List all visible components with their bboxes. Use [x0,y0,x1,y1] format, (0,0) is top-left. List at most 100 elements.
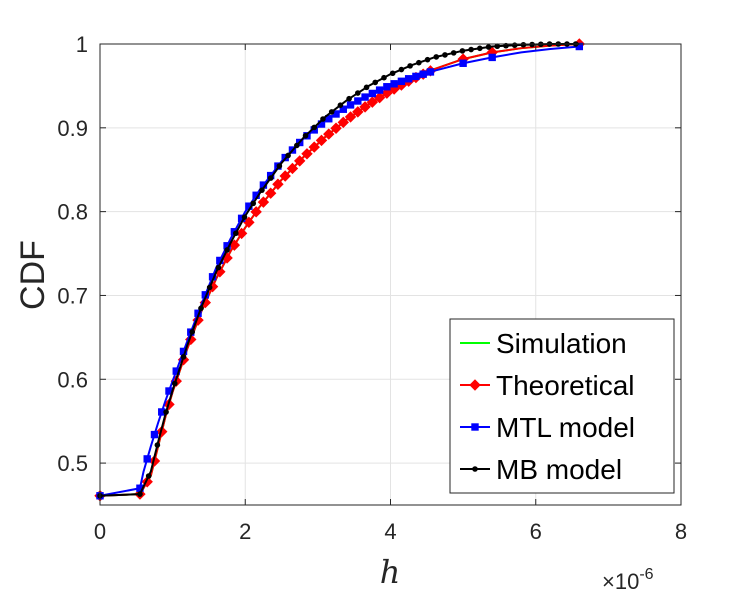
x-exponent-label: ×10-6 [602,566,654,594]
y-tick-label: 1 [76,32,88,57]
legend-marker-mb-model [472,466,478,472]
legend-item-theoretical: Theoretical [460,370,635,401]
y-tick-label: 0.5 [57,451,88,476]
grid [100,44,681,505]
point-mtl-model [390,80,398,88]
point-mb-model [250,200,257,207]
point-mtl-model [412,72,420,81]
y-tick-label: 0.7 [57,283,88,308]
point-mb-model [328,109,335,115]
x-tick-label: 8 [675,519,687,544]
point-mb-model [145,473,152,479]
point-mb-model [355,90,361,96]
point-mb-model [477,45,483,52]
point-mb-model [311,124,318,131]
point-mtl-model [368,89,377,98]
point-mb-model [137,491,143,497]
point-mb-model [407,63,413,69]
legend-label-mb-model: MB model [496,454,622,485]
x-tick-label: 0 [94,519,106,544]
legend-item-mb-model: MB model [460,454,622,485]
point-mb-model [189,329,196,335]
legend-marker-mtl-model [471,423,479,431]
point-mb-model [389,70,396,77]
ticks: 0 2 4 6 8 0.5 0.6 0.7 0.8 0.9 1 [57,32,687,544]
point-theoretical [257,196,270,208]
point-theoretical [308,141,320,153]
point-mb-model [511,42,518,49]
point-mb-model [302,132,309,139]
point-mb-model [363,84,370,91]
point-mb-model [433,54,440,60]
point-mb-model [416,59,422,66]
point-mb-model [485,44,492,50]
point-mtl-model [339,105,347,113]
point-mb-model [346,95,352,102]
point-mb-model [337,102,344,108]
x-exponent-power: -6 [639,566,653,583]
point-mb-model [206,284,213,291]
point-mb-model [285,152,291,159]
y-axis-label: CDF [14,240,52,310]
point-mb-model [154,442,161,448]
point-mtl-model [150,430,159,439]
point-theoretical [359,101,371,113]
y-tick-label: 0.6 [57,367,88,392]
point-theoretical [373,91,386,104]
point-theoretical [235,227,248,240]
point-mb-model [520,41,527,48]
point-theoretical [344,111,357,123]
series-layer [94,38,586,502]
point-mb-model [172,380,178,387]
point-mb-model [294,142,300,149]
point-theoretical [294,155,306,167]
point-mb-model [320,116,326,122]
point-mtl-model [375,86,384,94]
series-mb-model [97,41,580,499]
legend-label-theoretical: Theoretical [496,370,635,401]
point-theoretical [352,106,364,118]
point-theoretical [315,134,328,147]
point-mtl-model [488,53,496,62]
point-mb-model [468,46,474,53]
point-mtl-model [354,97,362,105]
point-mb-model [215,264,222,271]
point-theoretical [301,148,313,160]
point-mb-model [267,175,274,181]
legend-item-mtl-model: MTL model [460,412,635,443]
point-mb-model [381,74,387,81]
point-mb-model [180,354,187,360]
point-mtl-model [404,75,413,83]
point-mb-model [224,247,230,253]
legend-label-mtl-model: MTL model [496,412,635,443]
point-mb-model [442,52,448,58]
x-tick-label: 2 [239,519,251,544]
y-tick-label: 0.9 [57,116,88,141]
point-mb-model [424,56,431,63]
point-theoretical [330,122,342,134]
point-mb-model [259,187,265,193]
point-mb-model [450,50,457,56]
legend-label-simulation: Simulation [496,328,627,359]
point-theoretical [323,128,335,140]
point-theoretical [279,170,291,182]
x-tick-label: 6 [530,519,542,544]
point-theoretical [264,187,277,199]
point-mtl-model [426,68,435,76]
point-theoretical [337,116,350,129]
point-theoretical [366,96,379,108]
point-theoretical [272,178,284,190]
legend-item-simulation: Simulation [460,328,627,359]
point-theoretical [286,162,299,175]
x-axis-label: h [380,553,401,591]
point-mtl-model [459,59,467,67]
point-mb-model [163,409,169,415]
point-theoretical [243,216,255,229]
x-exponent-base: ×10 [602,569,639,594]
point-mb-model [372,79,379,86]
point-theoretical [250,206,262,218]
legend: Simulation Theoretical MTL model MB model [449,318,675,494]
point-mb-model [233,230,239,237]
point-mb-model [276,163,283,169]
